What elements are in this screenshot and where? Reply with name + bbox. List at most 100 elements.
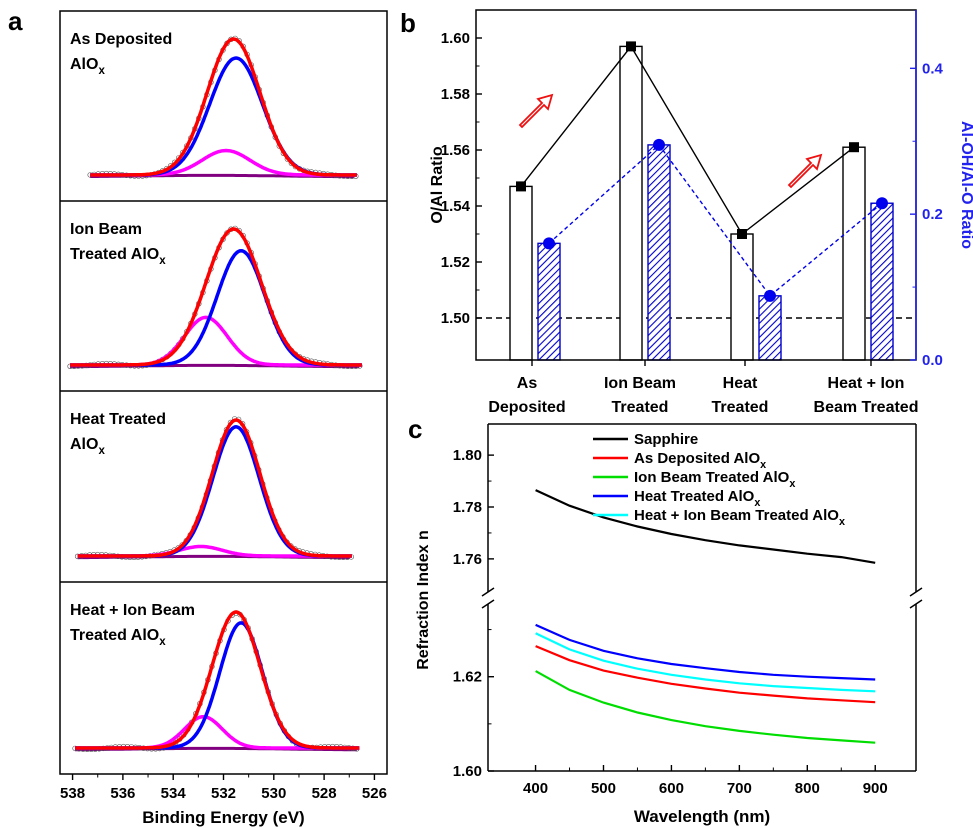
xps-main-component-curve xyxy=(77,425,352,558)
panel-a-x-tick-label: 534 xyxy=(161,785,187,802)
increase-arrow-2 xyxy=(787,153,823,189)
xps-subplot-1: As Deposited AlOx xyxy=(70,31,359,180)
aloh-ratio-line xyxy=(548,143,883,297)
panel-c-x-tick-label: 700 xyxy=(727,780,752,797)
xps-minor-component-curve xyxy=(90,148,357,177)
xps-label-line-1: As Deposited xyxy=(70,31,172,48)
panel-a-x-tick-label: 532 xyxy=(211,785,236,802)
xps-total-fit-curve xyxy=(75,610,360,750)
xps-subplot-2: Ion Beam Treated AlOx xyxy=(67,221,363,369)
xps-main-component-curve xyxy=(90,56,357,177)
aloh-ratio-bar xyxy=(647,144,671,361)
panel-c-x-tick-label: 900 xyxy=(863,780,888,797)
aloh-ratio-marker xyxy=(764,289,776,302)
xps-data-points xyxy=(74,416,354,560)
xps-label-line-1: Ion Beam xyxy=(70,221,142,238)
oal-ratio-bar xyxy=(730,233,754,361)
panel-b-left-tick-label: 1.58 xyxy=(441,86,470,103)
panel-letter-a: a xyxy=(8,6,23,36)
legend-label: Sapphire xyxy=(634,431,698,448)
xps-data-points xyxy=(87,35,359,180)
xps-minor-component-curve xyxy=(75,714,360,750)
panel-b-left-tick-label: 1.52 xyxy=(441,254,470,271)
xps-subplot-label: Heat Treated AlOx xyxy=(70,411,166,457)
xps-label-line-2: Treated AlOx xyxy=(70,627,166,648)
panel-a-x-tick-label: 530 xyxy=(261,785,286,802)
xps-label-line-1: Heat Treated xyxy=(70,411,166,428)
panel-b-left-tick-label: 1.60 xyxy=(441,30,470,47)
panel-c-y-tick-label: 1.76 xyxy=(453,551,482,568)
panel-b-left-tick-label: 1.56 xyxy=(441,142,470,159)
panel-b-right-tick-label: 0.0 xyxy=(922,352,943,369)
axis-break-mark xyxy=(909,599,923,609)
xps-subplot-4: Heat + Ion Beam Treated AlOx xyxy=(70,602,360,752)
oal-ratio-bar xyxy=(509,185,533,361)
panel-b-ratio-bar-chart: 1.50 1.52 1.54 1.56 1.58 1.60 0.0 0.2 0.4 O/Al Ra… xyxy=(429,9,973,416)
aloh-ratio-marker xyxy=(653,138,665,151)
xps-label-line-2: Treated AlOx xyxy=(70,246,166,267)
panel-c-y-tick-label: 1.60 xyxy=(453,763,482,780)
category-label-line-1: Heat + Ion xyxy=(828,375,905,392)
panel-b-right-tick-label: 0.2 xyxy=(922,206,943,223)
xps-label-line-2: AlOx xyxy=(70,436,105,457)
category-label-line-1: Heat xyxy=(723,375,758,392)
panel-b-left-tick-label: 1.54 xyxy=(441,198,471,215)
xps-subplot-label: Heat + Ion Beam Treated AlOx xyxy=(70,602,195,648)
panel-a-x-tick-label: 538 xyxy=(60,785,85,802)
legend-label: Heat + Ion Beam Treated AlOx xyxy=(634,507,845,528)
xps-minor-component-curve xyxy=(70,315,362,367)
legend-label: Heat Treated AlOx xyxy=(634,488,760,509)
xps-label-line-2: AlOx xyxy=(70,56,105,77)
panel-a-x-tick-label: 526 xyxy=(362,785,387,802)
oal-ratio-marker xyxy=(737,229,747,239)
panel-c-x-tick-label: 800 xyxy=(795,780,820,797)
panel-letter-c: c xyxy=(408,414,422,444)
panel-a-x-tick-label: 528 xyxy=(312,785,337,802)
aloh-ratio-marker xyxy=(543,237,555,250)
panel-a-x-tick-label: 536 xyxy=(110,785,135,802)
oal-ratio-bar xyxy=(619,45,643,361)
xps-label-line-1: Heat + Ion Beam xyxy=(70,602,195,619)
panel-c-y-tick-label: 1.62 xyxy=(453,669,482,686)
panel-c-x-axis-label: Wavelength (nm) xyxy=(634,807,770,826)
panel-b-right-tick-label: 0.4 xyxy=(922,60,944,77)
xps-subplot-label: Ion Beam Treated AlOx xyxy=(70,221,166,267)
xps-main-component-curve xyxy=(70,249,362,367)
oal-ratio-line xyxy=(520,45,855,236)
refraction-line-as-deposited-alo xyxy=(535,645,876,704)
oal-ratio-marker xyxy=(626,41,636,52)
panel-c-x-tick-label: 400 xyxy=(523,780,548,797)
oal-ratio-marker xyxy=(849,142,859,153)
panel-b-right-axis-label: Al-OH/Al-O Ratio xyxy=(958,121,973,249)
refraction-line-sapphire xyxy=(535,489,876,564)
aloh-ratio-bar xyxy=(758,295,782,361)
panel-b-left-axis-label: O/Al Ratio xyxy=(429,146,446,224)
aloh-ratio-marker xyxy=(876,197,888,210)
panel-c-y-tick-label: 1.80 xyxy=(453,447,482,464)
axis-break-mark xyxy=(481,599,495,609)
legend-label: Ion Beam Treated AlOx xyxy=(634,469,795,490)
xps-subplot-label: As Deposited AlOx xyxy=(70,31,172,77)
category-label-line-1: As xyxy=(517,375,538,392)
xps-total-fit-curve xyxy=(77,418,352,558)
panel-c-refraction-index-chart: 1.76 1.78 1.80 1.60 1.62 400 500 600 700 800 900 Sa… xyxy=(415,423,923,826)
panel-a-x-axis-label: Binding Energy (eV) xyxy=(142,808,304,827)
xps-total-fit-curve xyxy=(90,37,357,177)
oal-ratio-bar xyxy=(842,146,866,361)
axis-break-mark xyxy=(481,587,495,597)
refraction-line-heat-treated-alo xyxy=(535,623,876,681)
category-label-line-2: Beam Treated xyxy=(814,399,919,416)
category-label-line-1: Ion Beam xyxy=(604,375,676,392)
panel-c-x-tick-label: 500 xyxy=(591,780,616,797)
category-label-line-2: Treated xyxy=(612,399,669,416)
oal-ratio-marker xyxy=(516,181,526,192)
panel-c-x-tick-label: 600 xyxy=(659,780,684,797)
category-label-line-2: Deposited xyxy=(488,399,565,416)
aloh-ratio-bar xyxy=(870,202,894,361)
panel-letter-b: b xyxy=(400,8,416,38)
aloh-ratio-bar xyxy=(537,242,561,361)
axis-break-mark xyxy=(909,587,923,597)
panel-c-y-axis-label: Refraction Index n xyxy=(415,530,432,670)
